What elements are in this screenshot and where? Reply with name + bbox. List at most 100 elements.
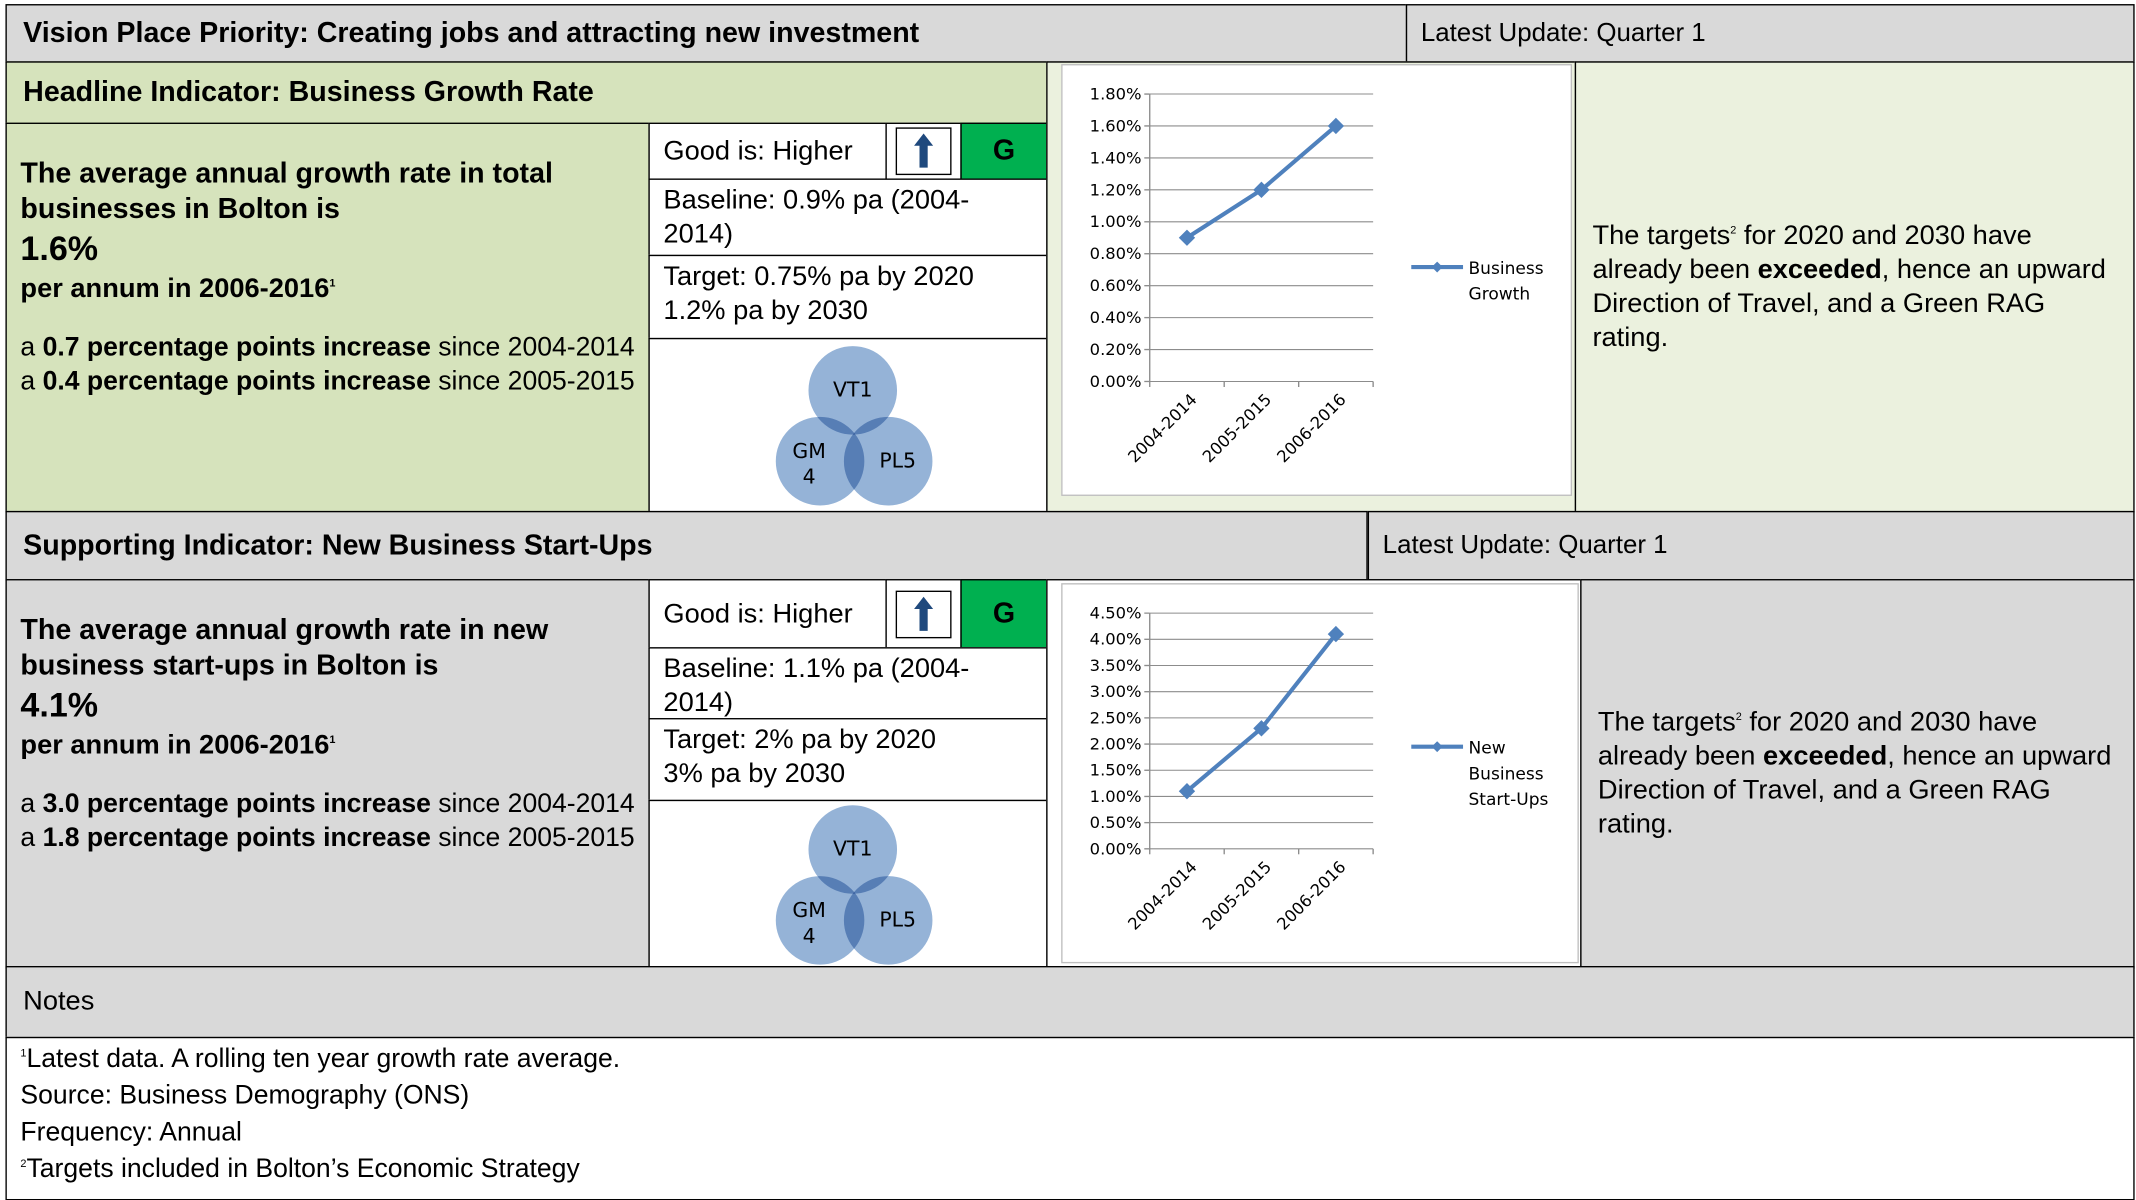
latest-update: Latest Update: Quarter 1 [1420,18,1706,48]
text-run: for 2020 and 2030 have already been [1592,220,2032,285]
text-run: for 2020 and 2030 have already been [1597,707,2038,772]
y-tick-label: 3.00% [1090,682,1142,701]
chart: 0.00% 0.50% 1.00% 1.50% 2.00% 2.50% 3.00% 3.50%… [1061,583,1579,964]
headline-value: 1.6% [20,230,99,269]
text-run: 2 [1735,710,1742,723]
x-tick-label: 2005-2015 [1199,857,1275,933]
y-tick-label: 1.00% [1090,212,1142,231]
venn-diagram [771,341,937,510]
target-line: 1.2% pa by 2030 [663,294,868,325]
target-cell: Target: 0.75% pa by 2020 1.2% pa by 2030 [648,254,1048,340]
text-run: , hence an upward Direction of Travel, a… [1592,254,2106,353]
y-tick-label: 0.20% [1090,340,1142,359]
text-run: a [20,332,43,363]
venn-label: VT1 [833,836,873,862]
note-line: Source: Business Demography (ONS) [20,1078,2119,1115]
x-tick-label: 2004-2014 [1124,857,1200,933]
legend-label: New Business Start-Ups [1468,737,1549,810]
y-tick-label: 2.50% [1090,708,1142,727]
text-run: The targets [1592,220,1731,251]
venn-label: VT1 [833,377,873,402]
text-run: exceeded [1757,254,1882,285]
venn-label: PL5 [879,448,917,473]
y-tick-label: 2.00% [1090,735,1142,754]
venn-label: PL5 [879,907,917,932]
good-is: Good is: Higher [648,579,887,649]
latest-update: Latest Update: Quarter 1 [1382,530,1668,560]
change-line: a 0.4 percentage points increase since 2… [20,364,634,397]
text-run: 1 [20,1047,27,1060]
y-tick-label: 0.40% [1090,308,1142,327]
period: per annum in 2006-2016 [20,730,330,761]
heading: Headline Indicator: Business Growth Rate [23,76,594,108]
y-tick-label: 0.80% [1090,244,1142,263]
target-cell: Target: 2% pa by 2020 3% pa by 2030 [648,718,1048,802]
venn-cell: VT1 GM 4 PL5 [648,799,1048,969]
data-point [1178,783,1196,800]
text-run: exceeded [1763,741,1888,772]
venn-cell: VT1 GM 4 PL5 [648,337,1048,513]
headline-value: 4.1% [20,686,99,725]
good-is-text: Good is: Higher [663,598,853,629]
baseline-cell: Baseline: 1.1% pa (2004-2014) [648,647,1048,720]
y-tick-label: 0.00% [1090,372,1142,391]
note-line: 1Latest data. A rolling ten year growth … [20,1041,2119,1078]
venn-diagram [771,801,937,968]
commentary: The targets2 for 2020 and 2030 have alre… [1592,219,2116,355]
change-line: a 1.8 percentage points increase since 2… [20,821,634,854]
series-line [1185,632,1338,793]
notes-body: 1Latest data. A rolling ten year growth … [5,1036,2135,1200]
y-tick-label: 1.80% [1090,84,1142,103]
data-point [1327,117,1345,135]
direction-arrow-box [895,127,952,176]
notes-heading: Notes [5,966,2135,1039]
text-run: 0.4 percentage points increase [42,365,431,396]
target-line: Target: 2% pa by 2020 [663,724,937,755]
notes-title: Notes [23,986,95,1017]
title-cell: Vision Place Priority: Creating jobs and… [5,4,1408,63]
period: per annum in 2006-2016 [20,273,330,304]
text-run: 3.0 percentage points increase [42,788,431,819]
commentary-cell: The targets2 for 2020 and 2030 have alre… [1580,579,2135,969]
x-tick-label: 2006-2016 [1273,857,1349,933]
statement-cell: The average annual growth rate in total … [5,122,650,513]
good-is: Good is: Higher [648,122,887,180]
text-run: 2 [20,1157,27,1170]
rag-rating: G [992,597,1016,629]
footnote-ref: 1 [329,733,336,746]
heading: Supporting Indicator: New Business Start… [23,529,653,561]
statement: The average annual growth rate in total … [20,158,553,225]
chart: 0.00% 0.20% 0.40% 0.60% 0.80% 1.00% 1.20% 1.40%… [1061,64,1573,496]
y-tick-label: 0.00% [1090,839,1142,858]
text-run: Targets included in Bolton’s Economic St… [26,1154,580,1185]
baseline-cell: Baseline: 0.9% pa (2004-2014) [648,178,1048,257]
text-run: a [20,365,43,396]
statement-cell: The average annual growth rate in new bu… [5,579,650,969]
text-run: Latest data. A rolling ten year growth r… [26,1043,621,1074]
indicator-heading: Supporting Indicator: New Business Start… [5,510,1368,581]
baseline: Baseline: 0.9% pa (2004-2014) [663,185,970,249]
y-tick-label: 1.50% [1090,761,1142,780]
y-tick-label: 1.60% [1090,116,1142,135]
note-line: Frequency: Annual [20,1115,2119,1152]
page-title: Vision Place Priority: Creating jobs and… [23,17,920,49]
y-tick-label: 0.50% [1090,813,1142,832]
y-tick-label: 3.50% [1090,656,1142,675]
rag-cell: G [960,579,1048,649]
text-run: since 2005-2015 [430,365,635,396]
text-run: Source: Business Demography (ONS) [20,1080,470,1111]
direction-arrow-box [895,589,952,638]
commentary-cell: The targets2 for 2020 and 2030 have alre… [1574,61,2135,513]
legend-marker [1431,261,1443,273]
up-arrow [914,596,934,631]
indicator-heading: Headline Indicator: Business Growth Rate [5,61,1049,124]
chart-svg: 0.00% 0.20% 0.40% 0.60% 0.80% 1.00% 1.20% 1.40%… [1090,84,1464,466]
legend-label: Business Growth [1468,257,1544,304]
footnote-ref: 1 [329,277,336,290]
commentary: The targets2 for 2020 and 2030 have alre… [1598,706,2117,842]
y-tick-label: 4.00% [1090,630,1142,649]
good-is-text: Good is: Higher [663,136,853,167]
legend-marker [1431,741,1443,753]
direction-cell [885,579,962,649]
target-line: 3% pa by 2030 [663,758,846,789]
